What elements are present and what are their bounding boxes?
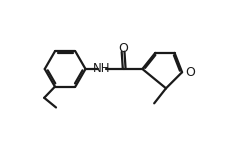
Text: NH: NH xyxy=(93,62,110,75)
Text: O: O xyxy=(118,42,128,55)
Text: O: O xyxy=(185,66,195,79)
